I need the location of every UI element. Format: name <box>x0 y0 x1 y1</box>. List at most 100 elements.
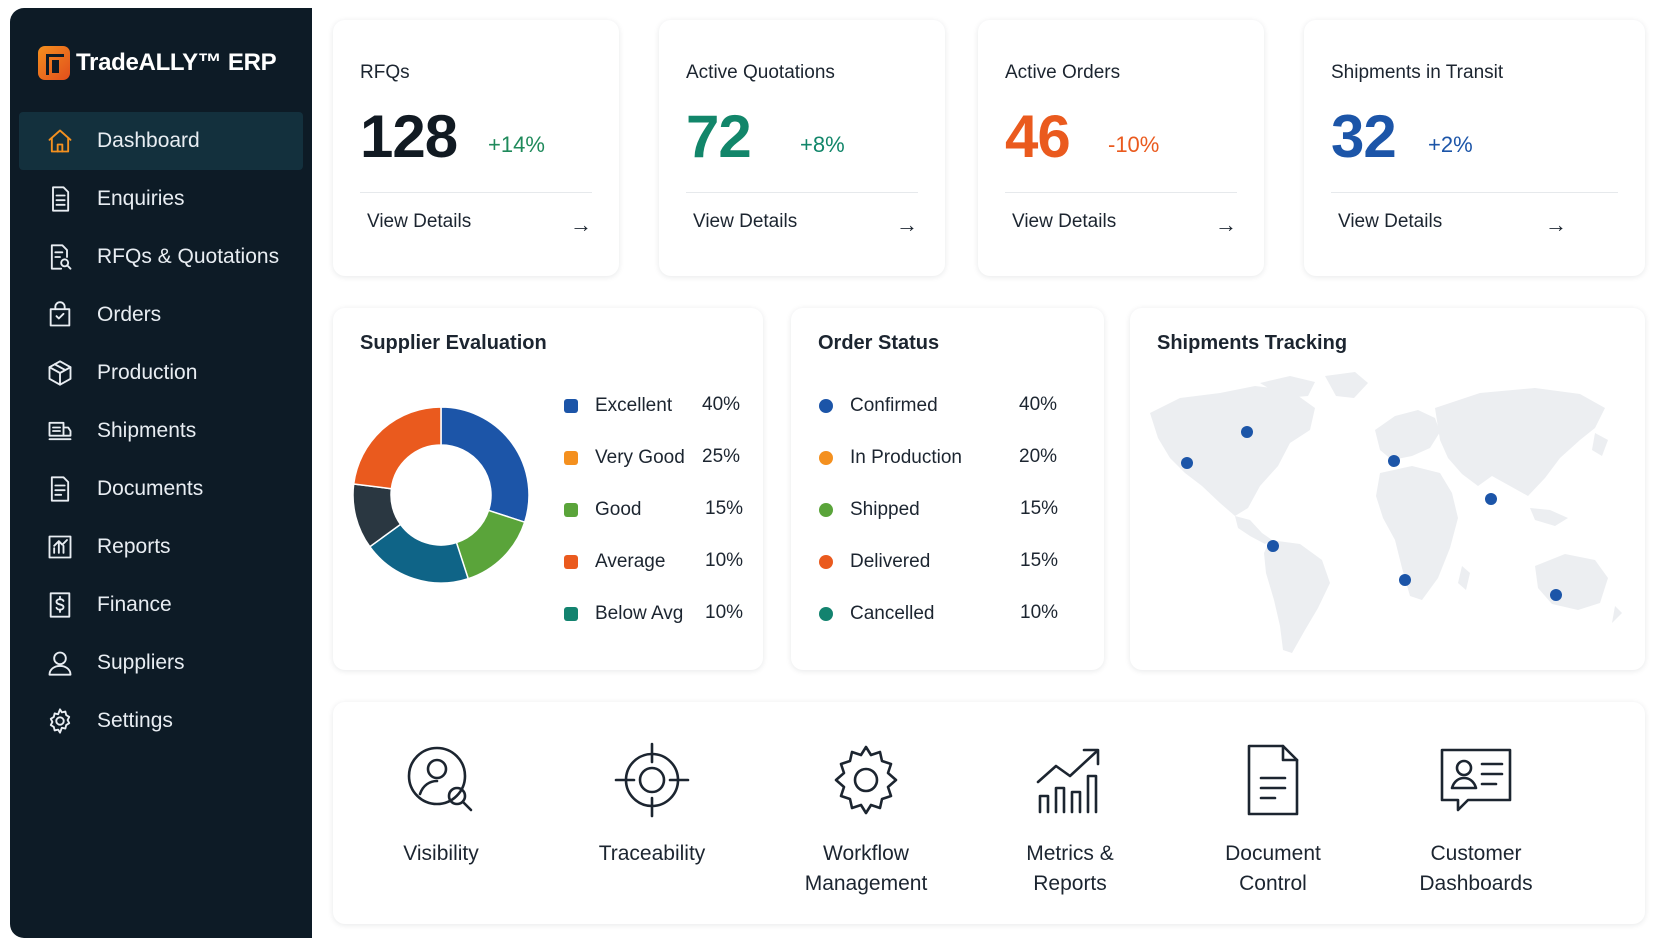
legend-swatch <box>564 555 578 569</box>
supplier-evaluation-panel: Supplier Evaluation Excellent 40% Very G… <box>333 308 763 670</box>
sidebar-item-label: Enquiries <box>97 187 185 210</box>
user-search-icon <box>407 746 473 812</box>
shipment-marker[interactable] <box>1267 540 1279 552</box>
dollar-icon <box>45 590 75 620</box>
legend-swatch <box>819 399 833 413</box>
sidebar-item-settings[interactable]: Settings <box>19 692 303 750</box>
order-status-panel: Order Status Confirmed 40% In Production… <box>791 308 1104 670</box>
home-icon <box>45 126 75 156</box>
shipment-marker[interactable] <box>1181 457 1193 469</box>
world-map[interactable] <box>1140 368 1630 658</box>
shipment-marker[interactable] <box>1550 589 1562 601</box>
kpi-value: 128 <box>360 103 458 170</box>
kpi-title: Active Orders <box>1005 62 1121 83</box>
legend-label: Below Avg <box>595 603 684 624</box>
sidebar-item-label: Suppliers <box>97 651 185 674</box>
legend-value: 15% <box>1020 550 1059 571</box>
legend-value: 40% <box>702 394 741 415</box>
shopping-bag-icon <box>45 300 75 330</box>
kpi-card-active-quotations: Active Quotations 72 +8% View Details → <box>659 20 945 276</box>
view-details-link[interactable]: View Details <box>1338 211 1443 232</box>
legend-label: Excellent <box>595 395 673 416</box>
feature-customer-dashboards[interactable]: Customer Dashboards <box>1376 742 1576 899</box>
shipments-tracking-panel: Shipments Tracking <box>1130 308 1645 670</box>
legend-label: In Production <box>850 447 962 468</box>
legend-value: 10% <box>705 550 744 571</box>
document-icon <box>1247 744 1299 816</box>
feature-label: Document Control <box>1225 842 1321 895</box>
shipment-marker[interactable] <box>1388 455 1400 467</box>
feature-label: Metrics & Reports <box>1026 842 1114 895</box>
sidebar-item-dashboard[interactable]: Dashboard <box>19 112 303 170</box>
legend-value: 40% <box>1019 394 1058 415</box>
growth-chart-icon <box>1036 748 1100 814</box>
kpi-divider <box>360 192 592 193</box>
view-details-link[interactable]: View Details <box>693 211 798 232</box>
legend-item: Good <box>564 498 641 522</box>
sidebar-item-rfqs-quotations[interactable]: RFQs & Quotations <box>19 228 303 286</box>
legend-item: Delivered <box>819 550 930 574</box>
kpi-divider <box>1005 192 1237 193</box>
sidebar-item-documents[interactable]: Documents <box>19 460 303 518</box>
kpi-delta: +14% <box>488 132 545 157</box>
sidebar-item-finance[interactable]: Finance <box>19 576 303 634</box>
donut-slice-very-good[interactable] <box>352 406 442 490</box>
feature-visibility[interactable]: Visibility <box>341 742 541 869</box>
arrow-right-icon[interactable]: → <box>570 212 592 237</box>
legend-value: 10% <box>1020 602 1059 623</box>
sidebar-item-label: Shipments <box>97 419 197 442</box>
panel-title: Shipments Tracking <box>1157 332 1348 354</box>
arrow-right-icon[interactable]: → <box>896 212 918 237</box>
sidebar-item-label: Dashboard <box>97 129 200 152</box>
sidebar-item-production[interactable]: Production <box>19 344 303 402</box>
kpi-value: 46 <box>1005 103 1071 170</box>
shipment-marker[interactable] <box>1399 574 1411 586</box>
donut-slice-good[interactable] <box>455 509 526 580</box>
sidebar-item-enquiries[interactable]: Enquiries <box>19 170 303 228</box>
sidebar: TradeALLY™ ERP Dashboard Enquiries RFQs … <box>10 8 312 938</box>
panel-title: Order Status <box>818 332 940 354</box>
legend-label: Cancelled <box>850 603 935 624</box>
feature-workflow-management[interactable]: Workflow Management <box>766 742 966 899</box>
sidebar-item-reports[interactable]: Reports <box>19 518 303 576</box>
sidebar-item-shipments[interactable]: Shipments <box>19 402 303 460</box>
legend-value: 25% <box>702 446 741 467</box>
box-icon <box>45 358 75 388</box>
legend-swatch <box>819 503 833 517</box>
bar-chart-icon <box>45 532 75 562</box>
kpi-delta: -10% <box>1108 132 1160 157</box>
arrow-right-icon[interactable]: → <box>1215 212 1237 237</box>
legend-swatch <box>564 399 578 413</box>
sidebar-item-label: RFQs & Quotations <box>97 245 280 268</box>
gear-icon <box>45 706 75 736</box>
view-details-link[interactable]: View Details <box>1012 211 1117 232</box>
legend-label: Good <box>595 499 642 520</box>
app-logo[interactable]: TradeALLY™ ERP <box>38 46 277 80</box>
customer-card-icon <box>1440 748 1512 812</box>
sidebar-item-orders[interactable]: Orders <box>19 286 303 344</box>
arrow-right-icon[interactable]: → <box>1545 212 1567 237</box>
shipment-marker[interactable] <box>1241 426 1253 438</box>
feature-metrics-reports[interactable]: Metrics & Reports <box>970 742 1170 899</box>
legend-item: Confirmed <box>819 394 938 418</box>
legend-swatch <box>564 607 578 621</box>
legend-value: 10% <box>705 602 744 623</box>
truck-icon <box>45 416 75 446</box>
sidebar-item-label: Reports <box>97 535 171 558</box>
sidebar-item-suppliers[interactable]: Suppliers <box>19 634 303 692</box>
kpi-value: 32 <box>1331 103 1397 170</box>
legend-swatch <box>819 607 833 621</box>
legend-swatch <box>564 503 578 517</box>
features-panel: Visibility Traceability Workflow Managem… <box>333 702 1645 924</box>
feature-document-control[interactable]: Document Control <box>1173 742 1373 899</box>
kpi-divider <box>1331 192 1618 193</box>
legend-item: Cancelled <box>819 602 935 626</box>
sidebar-item-label: Documents <box>97 477 204 500</box>
kpi-divider <box>686 192 918 193</box>
donut-slice-excellent[interactable] <box>440 406 530 524</box>
shipment-marker[interactable] <box>1485 493 1497 505</box>
sidebar-item-label: Settings <box>97 709 173 732</box>
gear-icon <box>834 745 898 815</box>
view-details-link[interactable]: View Details <box>367 211 472 232</box>
feature-traceability[interactable]: Traceability <box>552 742 752 869</box>
